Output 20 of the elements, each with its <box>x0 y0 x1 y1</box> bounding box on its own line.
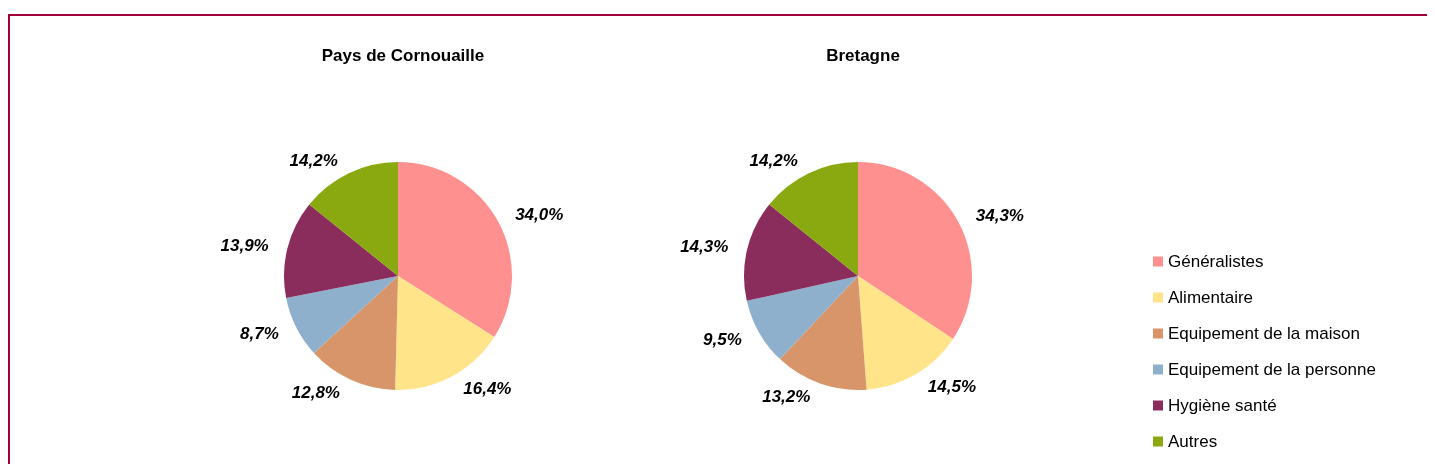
data-label: 14,3% <box>680 237 729 257</box>
legend-label: Généralistes <box>1168 252 1264 271</box>
data-label: 14,2% <box>289 151 338 171</box>
legend-label: Autres <box>1168 432 1218 451</box>
slice-label: Bretagne <box>826 46 900 65</box>
data-label: 12,8% <box>291 382 340 402</box>
slice-label: Pays de Cornouaille <box>321 46 485 65</box>
data-label: 13,9% <box>220 235 269 255</box>
data-label: 34,0% <box>515 204 564 224</box>
data-label: 14,2% <box>749 151 798 171</box>
data-label: 14,5% <box>927 376 977 396</box>
data-label: 13,2% <box>762 387 811 407</box>
legend-label: Alimentaire <box>1168 288 1254 307</box>
data-label: 34,3% <box>975 205 1024 225</box>
data-label: 8,7% <box>240 324 279 344</box>
legend-label: Hygiène santé <box>1168 396 1277 415</box>
legend-label: Equipement de la maison <box>1168 324 1360 343</box>
data-label: 16,4% <box>463 379 512 399</box>
data-label: 9,5% <box>703 329 742 349</box>
legend-label: Equipement de la personne <box>1168 360 1376 379</box>
